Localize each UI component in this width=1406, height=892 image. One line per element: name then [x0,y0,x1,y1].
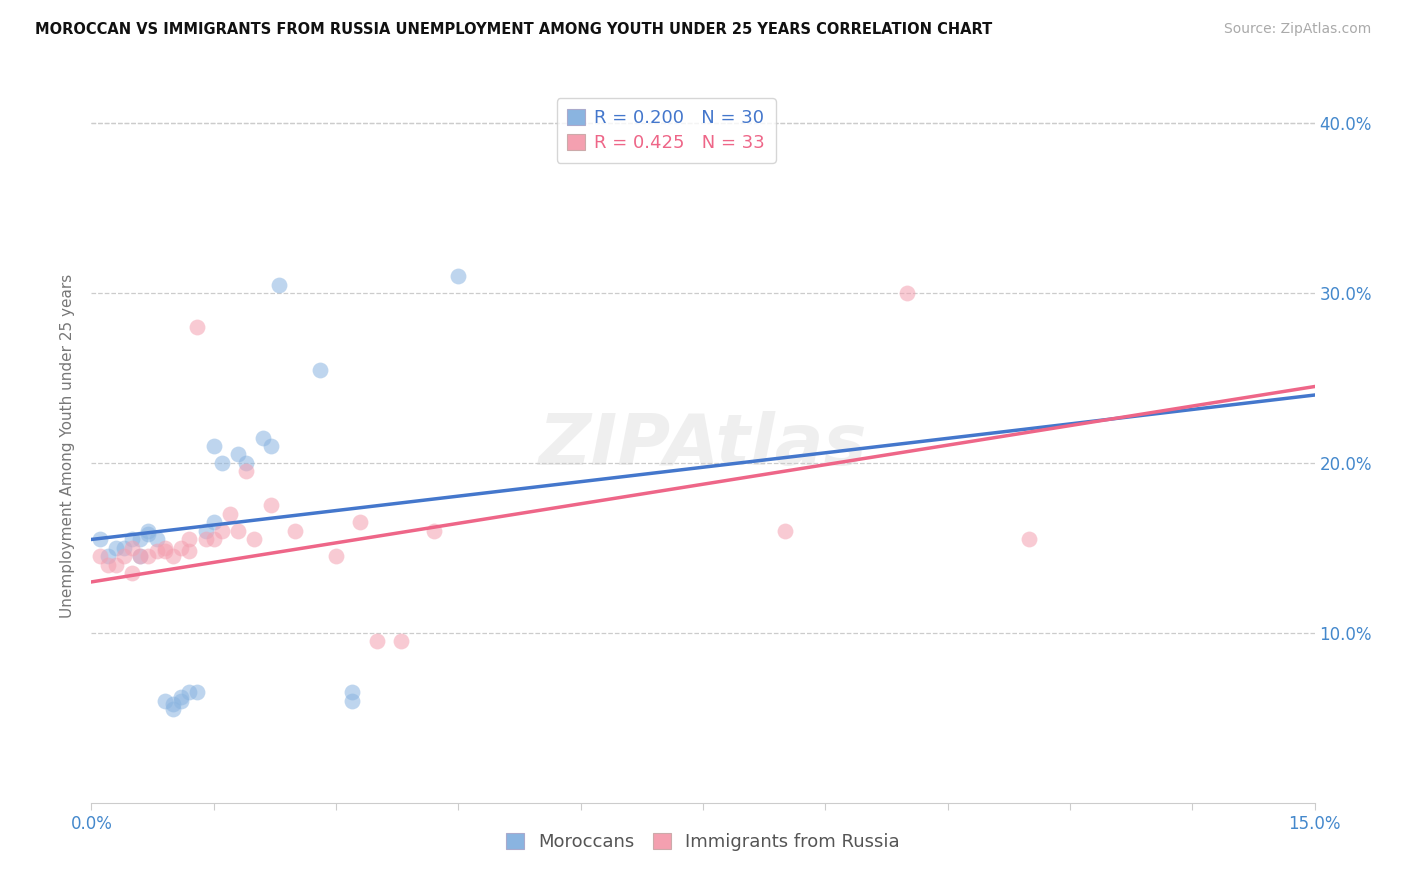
Point [129,549,152,564]
Point [342,694,364,708]
Point [1018,533,1040,547]
Point [260,499,283,513]
Point [366,634,388,648]
Point [325,549,347,564]
Text: Source: ZipAtlas.com: Source: ZipAtlas.com [1223,22,1371,37]
Point [162,549,184,564]
Point [170,541,193,555]
Point [121,541,143,555]
Point [773,524,796,538]
Point [226,524,249,538]
Point [104,558,127,572]
Point [186,685,208,699]
Point [121,566,143,581]
Point [284,524,307,538]
Point [153,694,176,708]
Point [235,465,257,479]
Point [186,320,208,334]
Point [162,698,184,712]
Point [252,430,274,444]
Point [89,549,111,564]
Point [97,549,120,564]
Point [202,533,225,547]
Point [153,544,176,558]
Point [112,549,135,564]
Point [162,702,184,716]
Point [112,541,135,555]
Point [145,533,167,547]
Point [138,549,160,564]
Point [194,524,217,538]
Point [226,448,249,462]
Point [349,516,371,530]
Point [342,685,364,699]
Point [129,533,152,547]
Point [129,549,152,564]
Point [121,533,143,547]
Point [211,456,233,470]
Point [179,685,201,699]
Point [194,533,217,547]
Point [447,269,470,284]
Point [89,533,111,547]
Point [179,544,201,558]
Point [267,277,290,292]
Point [202,439,225,453]
Point [211,524,233,538]
Text: ZIPAtlas: ZIPAtlas [538,411,868,481]
Point [97,558,120,572]
Point [179,533,201,547]
Point [260,439,283,453]
Point [896,286,918,301]
Point [243,533,266,547]
Point [153,541,176,555]
Point [170,694,193,708]
Point [219,507,242,521]
Point [308,362,330,376]
Point [389,634,412,648]
Y-axis label: Unemployment Among Youth under 25 years: Unemployment Among Youth under 25 years [60,274,76,618]
Point [202,516,225,530]
Point [145,544,167,558]
Legend: Moroccans, Immigrants from Russia: Moroccans, Immigrants from Russia [499,825,907,858]
Point [235,456,257,470]
Point [138,527,160,541]
Point [170,690,193,705]
Point [423,524,446,538]
Point [138,524,160,538]
Text: MOROCCAN VS IMMIGRANTS FROM RUSSIA UNEMPLOYMENT AMONG YOUTH UNDER 25 YEARS CORRE: MOROCCAN VS IMMIGRANTS FROM RUSSIA UNEMP… [35,22,993,37]
Point [104,541,127,555]
